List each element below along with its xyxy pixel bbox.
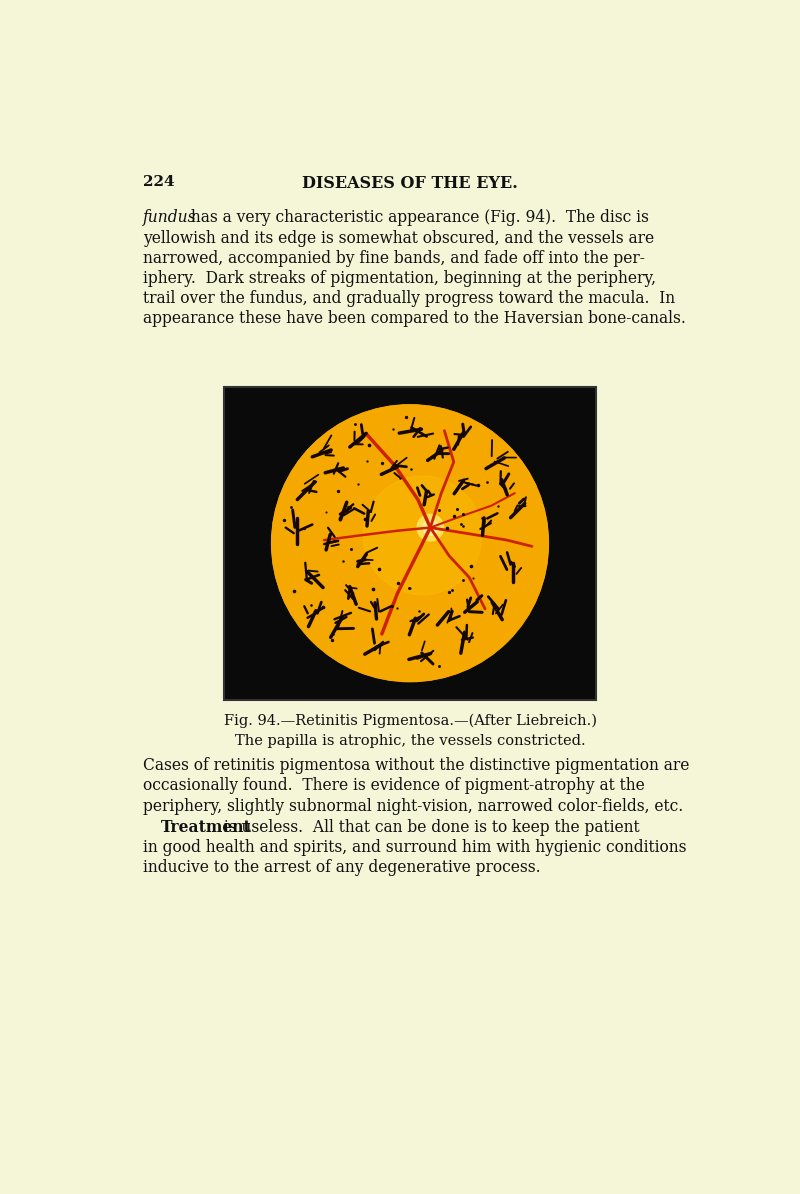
Text: DISEASES OF THE EYE.: DISEASES OF THE EYE. bbox=[302, 176, 518, 192]
Text: inducive to the arrest of any degenerative process.: inducive to the arrest of any degenerati… bbox=[143, 860, 541, 876]
Text: Cases of retinitis pigmentosa without the distinctive pigmentation are: Cases of retinitis pigmentosa without th… bbox=[143, 757, 690, 775]
Text: is useless.  All that can be done is to keep the patient: is useless. All that can be done is to k… bbox=[219, 819, 640, 836]
Text: appearance these have been compared to the Haversian bone-canals.: appearance these have been compared to t… bbox=[143, 309, 686, 327]
Text: trail over the fundus, and gradually progress toward the macula.  In: trail over the fundus, and gradually pro… bbox=[143, 290, 675, 307]
Text: Treatment: Treatment bbox=[161, 819, 251, 836]
Text: has a very characteristic appearance (Fig. 94).  The disc is: has a very characteristic appearance (Fi… bbox=[186, 209, 649, 227]
Text: The papilla is atrophic, the vessels constricted.: The papilla is atrophic, the vessels con… bbox=[234, 733, 586, 747]
Text: iphery.  Dark streaks of pigmentation, beginning at the periphery,: iphery. Dark streaks of pigmentation, be… bbox=[143, 270, 656, 287]
Text: occasionally found.  There is evidence of pigment-atrophy at the: occasionally found. There is evidence of… bbox=[143, 777, 645, 794]
Bar bbox=[224, 387, 596, 700]
Text: yellowish and its edge is somewhat obscured, and the vessels are: yellowish and its edge is somewhat obscu… bbox=[143, 229, 654, 246]
Text: narrowed, accompanied by fine bands, and fade off into the per-: narrowed, accompanied by fine bands, and… bbox=[143, 250, 646, 266]
Text: Fig. 94.—Retinitis Pigmentosa.—(​After Liebreich.​): Fig. 94.—Retinitis Pigmentosa.—(​After L… bbox=[223, 713, 597, 727]
Text: 224: 224 bbox=[143, 176, 175, 190]
Text: periphery, slightly subnormal night-vision, narrowed color-fields, etc.: periphery, slightly subnormal night-visi… bbox=[143, 798, 684, 814]
Text: fundus: fundus bbox=[143, 209, 197, 227]
Text: in good health and spirits, and surround him with hygienic conditions: in good health and spirits, and surround… bbox=[143, 839, 687, 856]
